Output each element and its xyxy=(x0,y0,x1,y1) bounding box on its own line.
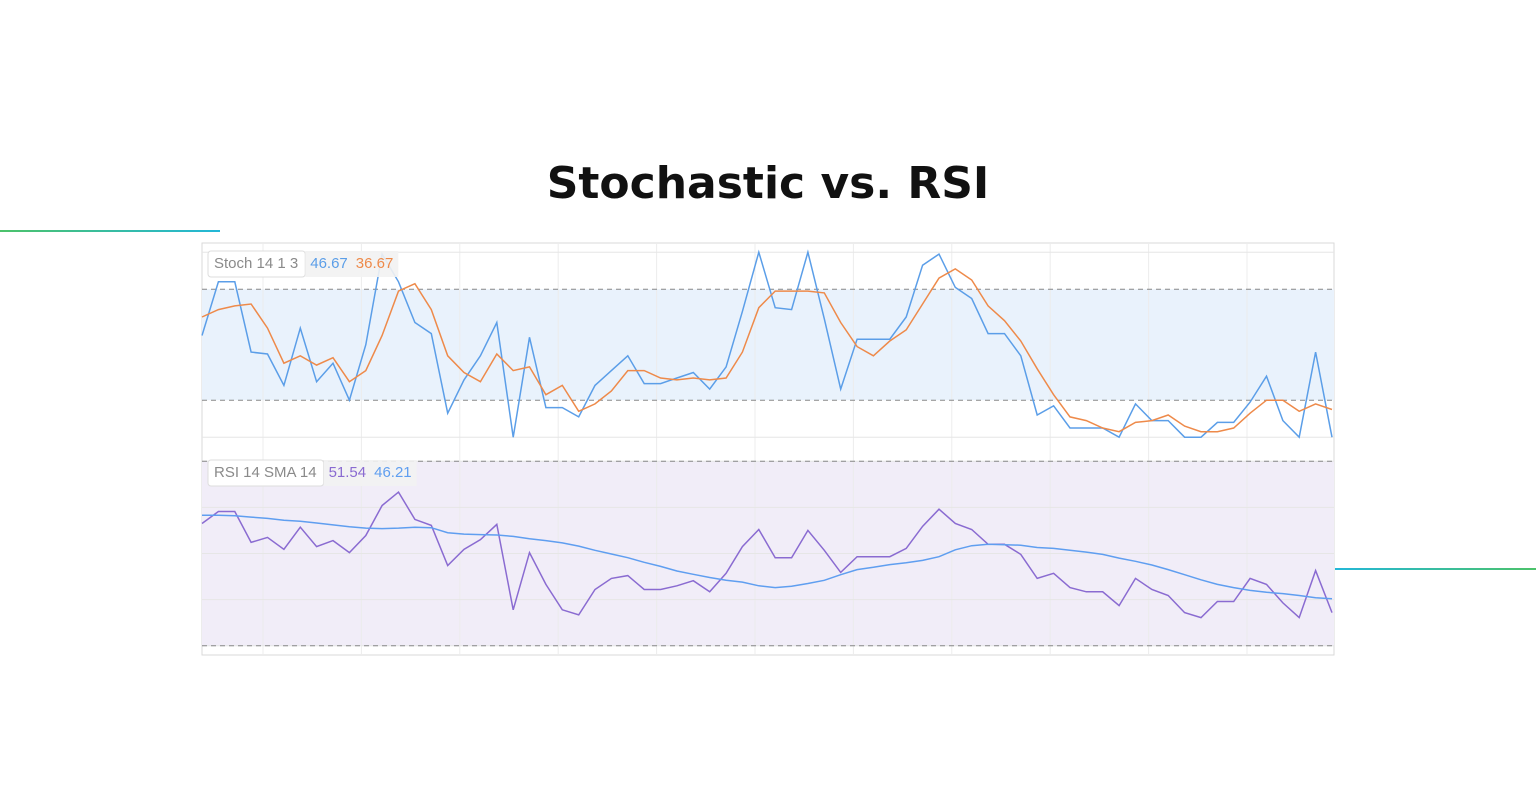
legend-value: 51.54 xyxy=(329,464,367,481)
accent-line xyxy=(1335,568,1536,570)
legend-label: Stoch 14 1 3 xyxy=(214,255,298,272)
legend-value-bg xyxy=(323,460,417,486)
series-line xyxy=(202,514,1333,600)
panel xyxy=(201,452,1334,655)
series-line xyxy=(201,268,1333,433)
legend-value: 46.67 xyxy=(310,255,348,272)
page-title: Stochastic vs. RSI xyxy=(547,158,990,209)
legend-value: 36.67 xyxy=(356,255,394,272)
legend-value-bg xyxy=(305,251,399,277)
legend-value: 46.21 xyxy=(374,464,412,481)
legend-label: RSI 14 SMA 14 xyxy=(214,464,317,481)
accent-line xyxy=(0,230,220,232)
series-line xyxy=(201,490,1333,619)
panel-frame xyxy=(201,242,1335,656)
band xyxy=(202,289,1334,401)
